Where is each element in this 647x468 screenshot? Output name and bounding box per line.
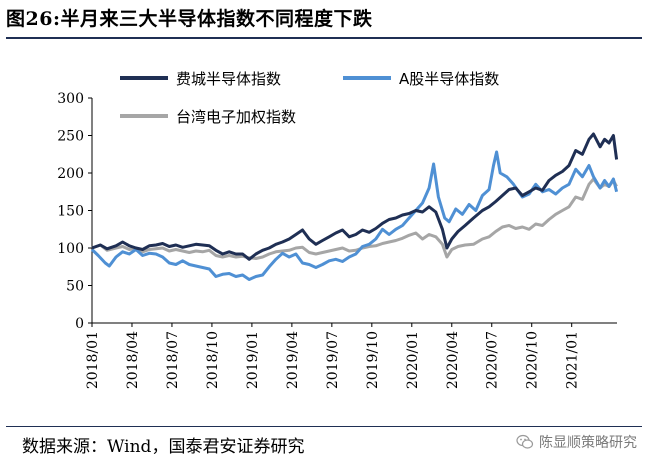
x-tick-label: 2018/07	[165, 331, 181, 389]
series-line-1	[90, 150, 619, 281]
y-tick-label: 150	[57, 204, 84, 220]
title-divider	[6, 37, 642, 39]
x-tick-label: 2020/01	[405, 331, 421, 389]
wechat-icon	[516, 434, 534, 449]
x-tick-label: 2018/10	[205, 331, 221, 389]
source-note: 数据来源：Wind，国泰君安证券研究	[22, 437, 305, 457]
x-tick-label: 2018/04	[125, 331, 141, 389]
chart-axes: 0 50 100 150 200 250 300 2018/01 2018/04 2018/07 2…	[57, 91, 617, 389]
x-tick-label: 2019/01	[245, 331, 261, 389]
y-tick-label: 250	[57, 129, 84, 145]
y-tick-label: 0	[75, 316, 84, 332]
x-tick-label: 2019/04	[285, 331, 301, 389]
x-tick-label: 2020/07	[485, 331, 501, 389]
legend-label: 台湾电子加权指数	[176, 108, 296, 126]
legend-label: A股半导体指数	[399, 70, 499, 88]
y-tick-label: 50	[66, 279, 84, 295]
watermark: 陈显顺策略研究	[516, 432, 637, 452]
x-tick-label: 2019/10	[365, 331, 381, 389]
watermark-text: 陈显顺策略研究	[539, 435, 637, 451]
y-tick-label: 200	[57, 166, 84, 182]
figure-title: 图26:半月来三大半导体指数不同程度下跌	[6, 8, 373, 30]
chart-series	[90, 132, 619, 281]
x-tick-label: 2020/10	[525, 331, 541, 389]
y-tick-label: 100	[57, 241, 84, 257]
x-tick-label: 2020/04	[445, 331, 461, 389]
legend-label: 费城半导体指数	[176, 70, 281, 88]
series-line-0	[91, 132, 619, 261]
x-tick-label: 2019/07	[325, 331, 341, 389]
y-tick-label: 300	[57, 91, 84, 107]
source-divider	[6, 426, 642, 427]
x-tick-label: 2018/01	[85, 331, 101, 389]
x-tick-label: 2021/01	[565, 331, 581, 389]
